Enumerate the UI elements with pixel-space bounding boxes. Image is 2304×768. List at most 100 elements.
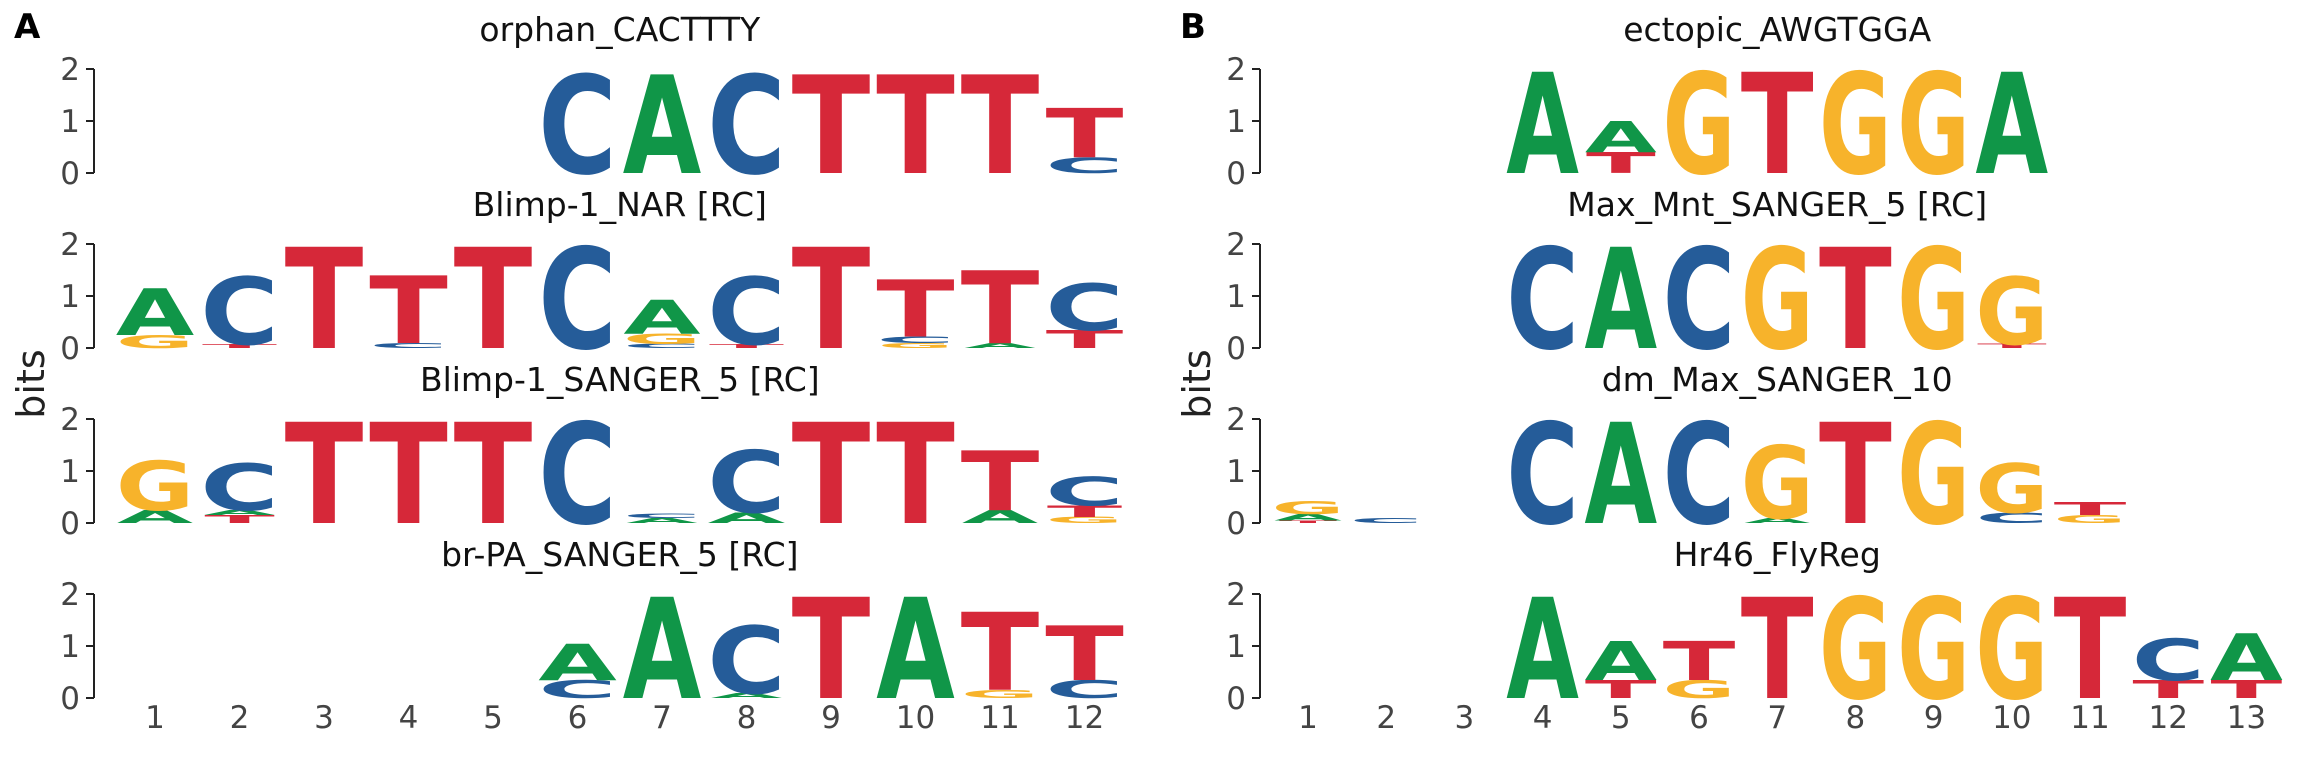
y-tick-label: 1 xyxy=(60,279,80,315)
logo-letter-t: T xyxy=(961,251,1040,367)
y-axis-label-a: bits xyxy=(9,349,53,418)
y-tick-label: 0 xyxy=(60,681,80,717)
logo-letter-a: A xyxy=(1585,113,1657,163)
logo-letter-a: A xyxy=(964,341,1036,349)
logo-letter-t: T xyxy=(2054,570,2127,732)
x-tick-label: 5 xyxy=(1611,700,1631,736)
x-tick-label: 6 xyxy=(1689,700,1709,736)
logo-letter-g: G xyxy=(2054,513,2127,526)
x-tick-label: 10 xyxy=(896,700,935,736)
logo-letter-c: C xyxy=(1506,220,1579,381)
logo-letter-a: A xyxy=(117,506,194,527)
logo-letter-c: C xyxy=(1045,469,1124,515)
logo-letter-t: T xyxy=(1047,502,1123,520)
x-tick-label: 9 xyxy=(1924,700,1944,736)
y-tick-label: 2 xyxy=(1226,52,1246,88)
logo-letter-c: C xyxy=(369,341,448,349)
y-tick-label: 0 xyxy=(1226,331,1246,367)
logo-letter-t: T xyxy=(876,265,954,356)
logo-letter-c: C xyxy=(200,450,279,525)
x-tick-label: 7 xyxy=(1767,700,1787,736)
logo-letter-c: C xyxy=(1506,395,1579,556)
logo-letter-t: T xyxy=(2211,675,2283,704)
logo-letter-t: T xyxy=(1586,146,1656,179)
logo-letter-c: C xyxy=(1350,516,1423,524)
logo-letter-c: C xyxy=(707,433,786,533)
panel-label-a: A xyxy=(14,7,41,47)
y-tick-label: 1 xyxy=(1226,454,1246,490)
x-tick-label: 1 xyxy=(145,700,165,736)
logo-title: br-PA_SANGER_5 [RC] xyxy=(441,535,798,574)
logo-letter-t: T xyxy=(1585,675,1657,704)
x-tick-label: 12 xyxy=(1065,700,1104,736)
logo-title: ectopic_AWGTGGA xyxy=(1623,10,1931,49)
y-tick-label: 1 xyxy=(1226,629,1246,665)
logo-letter-t: T xyxy=(369,396,448,557)
logo-title: Blimp-1_NAR [RC] xyxy=(473,185,767,224)
logo-letter-c: C xyxy=(538,675,617,704)
y-tick-label: 2 xyxy=(60,227,80,263)
logo-letter-c: C xyxy=(200,258,279,366)
logo-letter-g: G xyxy=(116,332,195,353)
logo-letter-a: A xyxy=(1584,394,1657,556)
y-tick-label: 0 xyxy=(60,506,80,542)
logo-letter-c: C xyxy=(538,395,617,556)
logo-letter-a: A xyxy=(1506,569,1579,731)
logo-letter-g: G xyxy=(1741,220,1814,381)
y-axis-label-b: bits xyxy=(1175,349,1219,418)
y-tick-label: 2 xyxy=(60,402,80,438)
y-tick-label: 2 xyxy=(1226,227,1246,263)
logo-letter-t: T xyxy=(1046,95,1124,174)
y-tick-label: 2 xyxy=(60,577,80,613)
logo-letter-t: T xyxy=(792,571,871,732)
logo-letter-a: A xyxy=(1585,630,1657,692)
logo-letter-a: A xyxy=(623,49,702,206)
logo-letter-g: G xyxy=(1663,45,1736,206)
x-tick-label: 3 xyxy=(314,700,334,736)
logo-letter-c: C xyxy=(1045,675,1124,704)
logo-letter-g: G xyxy=(1975,450,2048,529)
x-tick-label: 13 xyxy=(2227,700,2266,736)
logo-letter-a: A xyxy=(1274,512,1342,522)
y-tick-label: 0 xyxy=(60,331,80,367)
logo-letter-t: T xyxy=(1663,630,1736,692)
y-tick-label: 2 xyxy=(1226,577,1246,613)
logo-letter-t: T xyxy=(1279,520,1337,524)
logo-letter-g: G xyxy=(1897,220,1970,381)
logo-letter-t: T xyxy=(1741,45,1814,207)
y-tick-label: 1 xyxy=(1226,279,1246,315)
logo-letter-t: T xyxy=(961,434,1040,530)
logo-letter-c: C xyxy=(707,607,786,715)
logo-letter-t: T xyxy=(454,396,533,557)
x-tick-label: 9 xyxy=(821,700,841,736)
logo-letter-g: G xyxy=(1663,675,1736,704)
logo-letter-t: T xyxy=(876,47,955,205)
logo-letter-g: G xyxy=(1046,515,1124,525)
logo-letter-t: T xyxy=(876,396,955,557)
logo-letter-c: C xyxy=(623,513,702,520)
y-tick-label: 1 xyxy=(60,629,80,665)
logo-letter-g: G xyxy=(961,688,1040,700)
x-tick-label: 5 xyxy=(483,700,503,736)
y-tick-label: 1 xyxy=(1226,104,1246,140)
logo-letter-a: A xyxy=(1506,44,1579,206)
logo-letter-c: C xyxy=(538,220,617,381)
logo-letter-g: G xyxy=(1975,259,2048,366)
x-tick-label: 6 xyxy=(568,700,588,736)
logo-letter-t: T xyxy=(369,257,448,365)
logo-letter-t: T xyxy=(285,396,364,557)
logo-letter-t: T xyxy=(454,221,533,382)
y-tick-label: 2 xyxy=(1226,402,1246,438)
logo-letter-c: C xyxy=(707,258,786,366)
logo-letter-t: T xyxy=(961,592,1040,716)
logo-letter-t: T xyxy=(1046,325,1124,354)
logo-letter-t: T xyxy=(285,221,364,382)
logo-letter-t: T xyxy=(1977,343,2047,350)
logo-letter-c: C xyxy=(623,343,702,350)
logo-letter-g: G xyxy=(1741,426,1814,542)
